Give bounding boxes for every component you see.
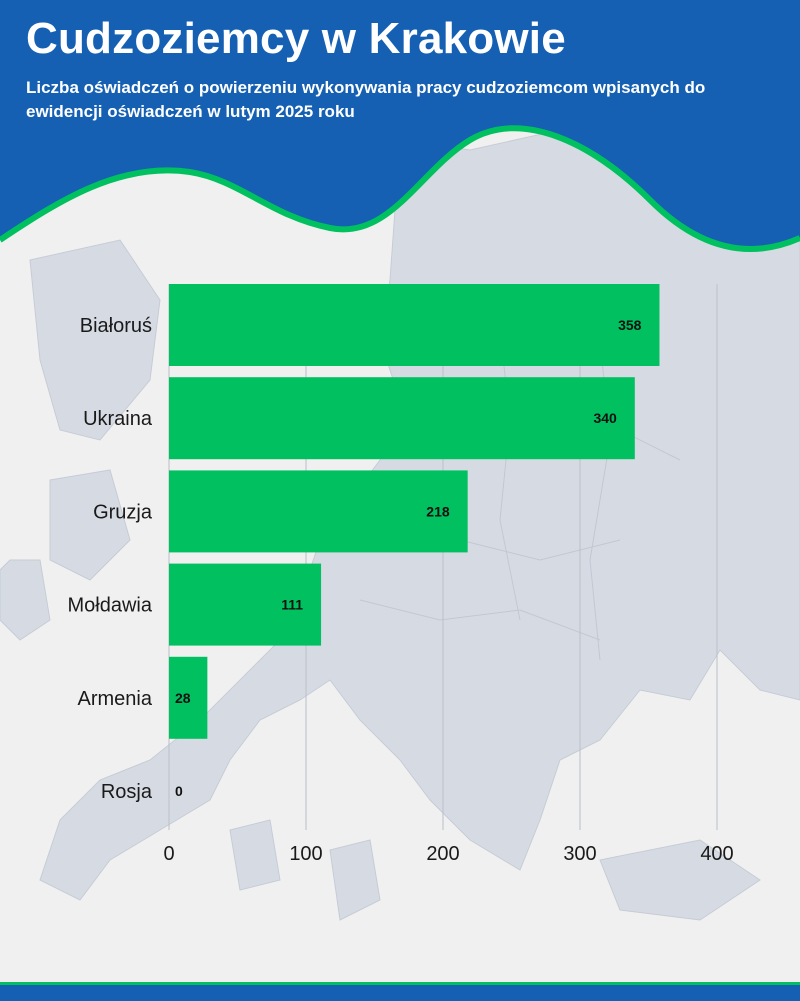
value-label: 28 bbox=[175, 690, 191, 706]
page-title: Cudzoziemcy w Krakowie bbox=[26, 14, 566, 63]
value-label: 340 bbox=[593, 410, 617, 426]
category-label: Mołdawia bbox=[68, 595, 153, 617]
value-label: 358 bbox=[618, 317, 642, 333]
x-tick-label: 100 bbox=[289, 843, 322, 865]
page-subtitle: Liczba oświadczeń o powierzeniu wykonywa… bbox=[26, 78, 706, 121]
bar-1 bbox=[169, 377, 635, 460]
category-label: Białoruś bbox=[80, 315, 152, 337]
x-tick-label: 300 bbox=[563, 843, 596, 865]
category-label: Armenia bbox=[78, 688, 153, 710]
header-wave-banner bbox=[0, 0, 800, 252]
value-label: 111 bbox=[281, 597, 303, 613]
bar-4 bbox=[169, 656, 208, 739]
bar-2 bbox=[169, 470, 468, 553]
x-tick-label: 200 bbox=[426, 843, 459, 865]
bar-3 bbox=[169, 563, 322, 646]
x-tick-label: 0 bbox=[163, 843, 174, 865]
x-tick-label: 400 bbox=[700, 843, 733, 865]
category-label: Gruzja bbox=[93, 501, 153, 523]
category-label: Rosja bbox=[101, 781, 153, 803]
footer-bar bbox=[0, 982, 800, 1001]
value-label: 0 bbox=[175, 783, 183, 799]
category-label: Ukraina bbox=[83, 408, 153, 430]
bar-0 bbox=[169, 284, 660, 366]
value-label: 218 bbox=[426, 503, 450, 519]
